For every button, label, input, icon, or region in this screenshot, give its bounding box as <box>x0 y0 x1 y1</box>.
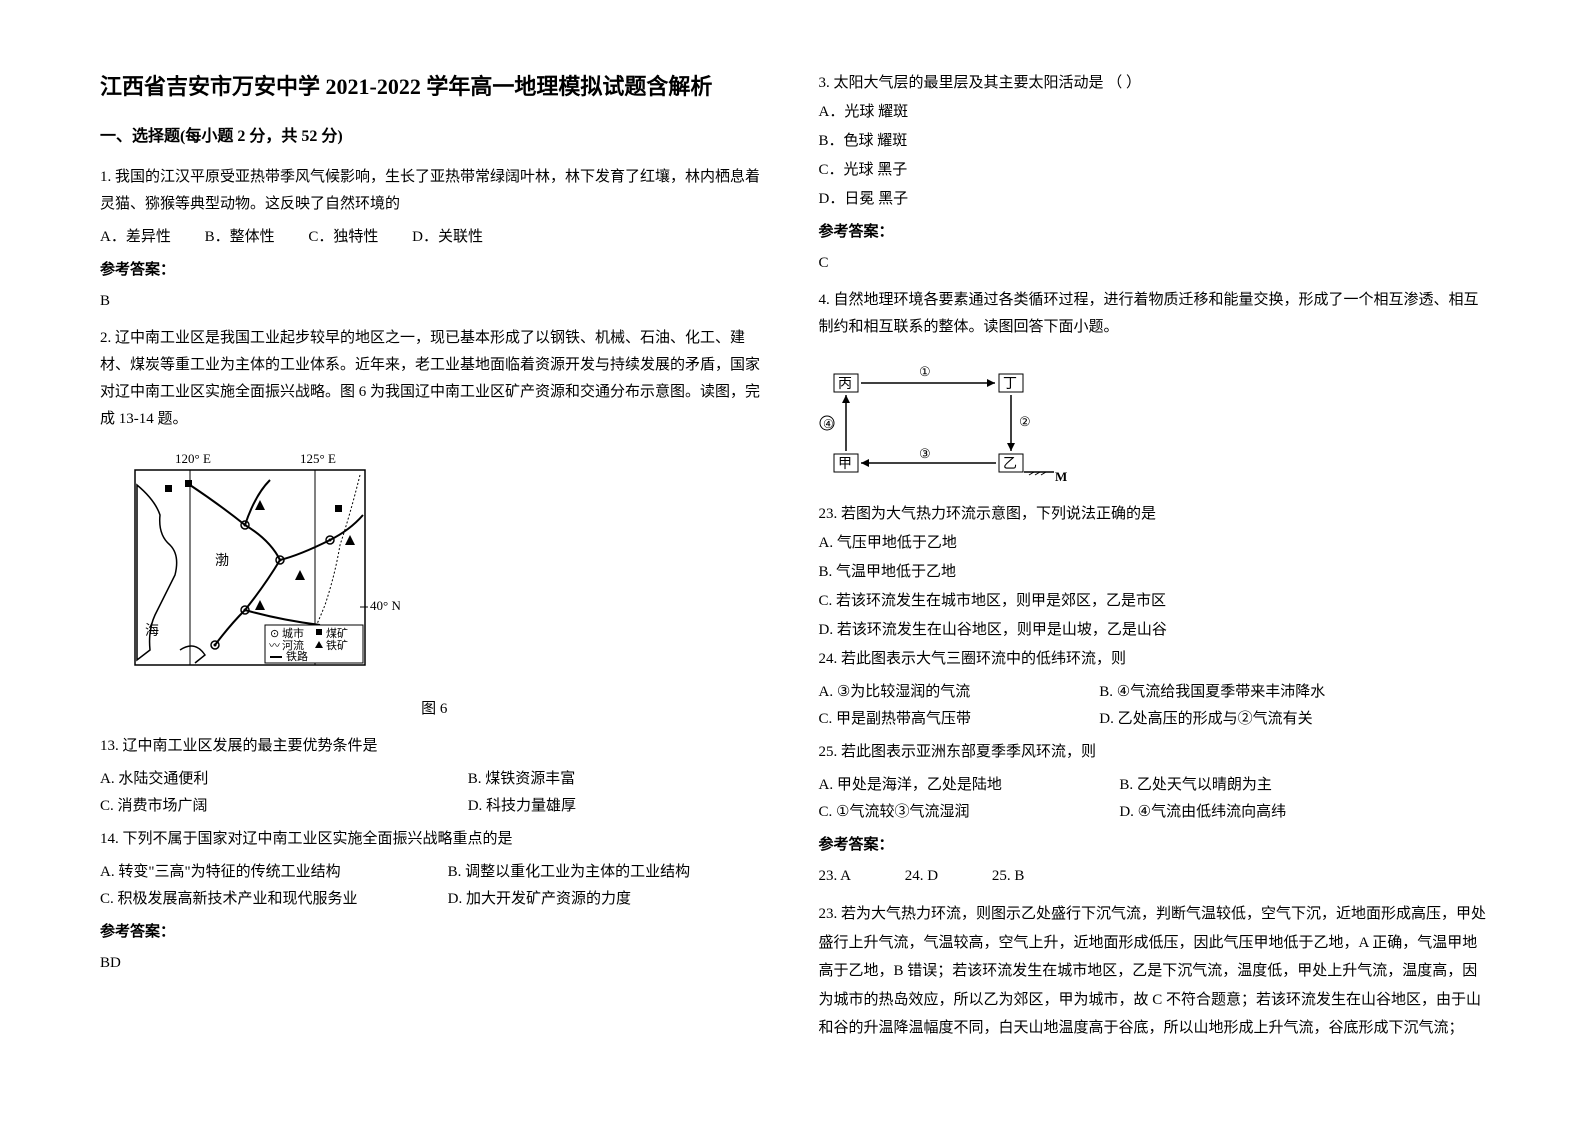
q1-options: A．差异性 B．整体性 C．独特性 D．关联性 <box>100 224 769 251</box>
ans-23: 23. A <box>819 868 852 884</box>
q25-option-a: A. 甲处是海洋，乙处是陆地 <box>819 772 1120 799</box>
q25-text: 25. 若此图表示亚洲东部夏季季风环流，则 <box>819 739 1488 766</box>
answer-label: 参考答案： <box>100 257 769 284</box>
node-bing: 丙 <box>838 377 852 392</box>
answer-label: 参考答案： <box>100 919 769 946</box>
q3-option-c: C．光球 黑子 <box>819 157 1488 184</box>
ans-24: 24. D <box>905 868 938 884</box>
legend-rail: 铁路 <box>286 650 308 663</box>
lat-label: 40° N <box>370 598 400 613</box>
q4-answers: 23. A 24. D 25. B <box>819 863 1488 890</box>
node-ding: 丁 <box>1003 377 1017 392</box>
node-jia: 甲 <box>838 457 852 472</box>
lon-label-2: 125° E <box>300 451 336 466</box>
q3-option-a: A．光球 耀斑 <box>819 99 1488 126</box>
q23-option-a: A. 气压甲地低于乙地 <box>819 530 1488 557</box>
q14-option-b: B. 调整以重化工业为主体的工业结构 <box>448 859 691 886</box>
svg-text:〰: 〰 <box>269 640 280 652</box>
q13-option-a: A. 水陆交通便利 <box>100 766 208 793</box>
q24-option-c: C. 甲是副热带高气压带 <box>819 706 1100 733</box>
legend-city: 城市 <box>282 626 304 640</box>
q13-options: A. 水陆交通便利 B. 煤铁资源丰富 C. 消费市场广阔 D. 科技力量雄厚 <box>100 766 769 820</box>
q25-option-c: C. ①气流较③气流湿润 <box>819 799 1120 826</box>
q3-answer: C <box>819 250 1488 277</box>
sea-label-2: 海 <box>145 623 159 639</box>
answer-label: 参考答案： <box>819 219 1488 246</box>
diagram-svg: 丙 丁 甲 乙 ① ② ③ <box>819 356 1079 486</box>
map-figure: 120° E 125° E <box>100 445 769 690</box>
liaoning-map-svg: 120° E 125° E <box>100 445 400 690</box>
lon-label-1: 120° E <box>175 451 211 466</box>
q1-answer: B <box>100 288 769 315</box>
question-text: 4. 自然地理环境各要素通过各类循环过程，进行着物质迁移和能量交换，形成了一个相… <box>819 287 1488 341</box>
q14-option-d: D. 加大开发矿产资源的力度 <box>448 886 631 913</box>
q3-option-d: D．日冕 黑子 <box>819 186 1488 213</box>
question-3: 3. 太阳大气层的最里层及其主要太阳活动是 （ ） A．光球 耀斑 B．色球 耀… <box>819 70 1488 277</box>
q13-text: 13. 辽中南工业区发展的最主要优势条件是 <box>100 733 769 760</box>
q4-explanation: 23. 若为大气热力环流，则图示乙处盛行下沉气流，判断气温较低，空气下沉，近地面… <box>819 900 1488 1043</box>
question-1: 1. 我国的江汉平原受亚热带季风气候影响，生长了亚热带常绿阔叶林，林下发育了红壤… <box>100 164 769 315</box>
q23-option-c: C. 若该环流发生在城市地区，则甲是郊区，乙是市区 <box>819 588 1488 615</box>
left-column: 江西省吉安市万安中学 2021-2022 学年高一地理模拟试题含解析 一、选择题… <box>100 70 769 1052</box>
q3-option-b: B．色球 耀斑 <box>819 128 1488 155</box>
q23-text: 23. 若图为大气热力环流示意图，下列说法正确的是 <box>819 501 1488 528</box>
arrow-1: ① <box>919 364 931 379</box>
question-4: 4. 自然地理环境各要素通过各类循环过程，进行着物质迁移和能量交换，形成了一个相… <box>819 287 1488 1043</box>
q25-option-d: D. ④气流由低纬流向高纬 <box>1119 799 1286 826</box>
ans-25: 25. B <box>992 868 1025 884</box>
q2-answer: BD <box>100 950 769 977</box>
q14-options: A. 转变"三高"为特征的传统工业结构 B. 调整以重化工业为主体的工业结构 C… <box>100 859 769 913</box>
question-2: 2. 辽中南工业区是我国工业起步较早的地区之一，现已基本形成了以钢铁、机械、石油… <box>100 325 769 977</box>
q25-options: A. 甲处是海洋，乙处是陆地 B. 乙处天气以晴朗为主 C. ①气流较③气流湿润… <box>819 772 1488 826</box>
q13-option-b: B. 煤铁资源丰富 <box>468 766 769 793</box>
answer-label: 参考答案： <box>819 832 1488 859</box>
q25-option-b: B. 乙处天气以晴朗为主 <box>1119 772 1272 799</box>
exam-title: 江西省吉安市万安中学 2021-2022 学年高一地理模拟试题含解析 <box>100 70 769 103</box>
legend-iron: 铁矿 <box>326 639 348 652</box>
q24-option-b: B. ④气流给我国夏季带来丰沛降水 <box>1099 679 1325 706</box>
q1-option-d: D．关联性 <box>412 229 483 245</box>
q1-option-c: C．独特性 <box>308 229 378 245</box>
arrow-2: ② <box>1019 414 1031 429</box>
node-yi: 乙 <box>1003 456 1017 472</box>
q14-option-c: C. 积极发展高新技术产业和现代服务业 <box>100 886 448 913</box>
svg-text:⊙: ⊙ <box>270 628 279 640</box>
section-title: 一、选择题(每小题 2 分，共 52 分) <box>100 123 769 152</box>
q14-text: 14. 下列不属于国家对辽中南工业区实施全面振兴战略重点的是 <box>100 826 769 853</box>
right-column: 3. 太阳大气层的最里层及其主要太阳活动是 （ ） A．光球 耀斑 B．色球 耀… <box>819 70 1488 1052</box>
q23-option-b: B. 气温甲地低于乙地 <box>819 559 1488 586</box>
circulation-diagram: 丙 丁 甲 乙 ① ② ③ <box>819 356 1488 486</box>
q24-options: A. ③为比较湿润的气流 B. ④气流给我国夏季带来丰沛降水 C. 甲是副热带高… <box>819 679 1488 733</box>
q24-option-d: D. 乙处高压的形成与②气流有关 <box>1099 706 1312 733</box>
legend-coal: 煤矿 <box>326 627 348 640</box>
arrow-4: ④ <box>823 417 834 431</box>
q13-option-d: D. 科技力量雄厚 <box>468 793 769 820</box>
map-caption: 图 6 <box>100 696 769 723</box>
q14-option-a: A. 转变"三高"为特征的传统工业结构 <box>100 859 448 886</box>
q24-text: 24. 若此图表示大气三圈环流中的低纬环流，则 <box>819 646 1488 673</box>
arrow-3: ③ <box>919 446 931 461</box>
q1-option-a: A．差异性 <box>100 229 171 245</box>
q23-option-d: D. 若该环流发生在山谷地区，则甲是山坡，乙是山谷 <box>819 617 1488 644</box>
q24-option-a: A. ③为比较湿润的气流 <box>819 679 1100 706</box>
q13-option-c: C. 消费市场广阔 <box>100 793 208 820</box>
question-text: 1. 我国的江汉平原受亚热带季风气候影响，生长了亚热带常绿阔叶林，林下发育了红壤… <box>100 164 769 218</box>
question-text: 3. 太阳大气层的最里层及其主要太阳活动是 （ ） <box>819 70 1488 97</box>
label-m: M <box>1055 469 1067 484</box>
question-text: 2. 辽中南工业区是我国工业起步较早的地区之一，现已基本形成了以钢铁、机械、石油… <box>100 325 769 433</box>
sea-label-1: 渤 <box>215 553 229 569</box>
q1-option-b: B．整体性 <box>205 229 275 245</box>
legend-river: 河流 <box>282 638 304 652</box>
